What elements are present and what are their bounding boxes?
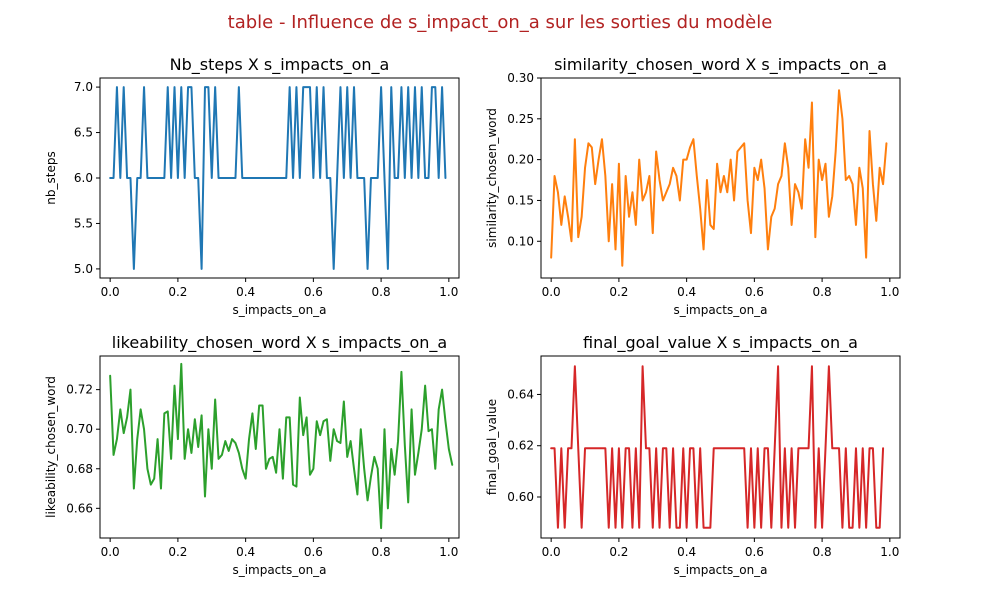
- x-tick-label: 0.8: [813, 285, 832, 299]
- y-tick-label: 5.0: [74, 262, 93, 276]
- series-line: [550, 89, 888, 267]
- y-tick-label: 0.72: [66, 383, 93, 397]
- x-tick-label: 0.8: [813, 545, 832, 559]
- y-axis-label: likeability_chosen_word: [44, 376, 58, 518]
- y-tick-label: 6.0: [74, 171, 93, 185]
- y-tick-label: 0.20: [507, 153, 534, 167]
- subplot-title: Nb_steps X s_impacts_on_a: [170, 55, 390, 75]
- y-tick-label: 0.10: [507, 234, 534, 248]
- y-tick-label: 0.70: [66, 422, 93, 436]
- series-line: [550, 365, 885, 529]
- plot-frame: [540, 355, 901, 539]
- x-tick-label: 0.0: [542, 545, 561, 559]
- subplot-similarity-chosen-word: 0.0 0.2 0.4 0.6 0.8 1.0 0.10 0.15 0.20 0.25 0.30 si…: [485, 55, 901, 317]
- x-tick-label: 0.6: [745, 545, 764, 559]
- x-tick-label: 0.2: [168, 285, 187, 299]
- subplot-title: similarity_chosen_word X s_impacts_on_a: [554, 55, 887, 75]
- y-tick-label: 0.66: [66, 501, 93, 515]
- x-tick-label: 1.0: [439, 545, 458, 559]
- x-tick-label: 0.8: [372, 545, 391, 559]
- x-axis-label: s_impacts_on_a: [673, 303, 767, 317]
- x-tick-label: 1.0: [880, 285, 899, 299]
- y-tick-label: 0.64: [507, 387, 534, 401]
- x-tick-label: 0.8: [372, 285, 391, 299]
- series-line: [109, 362, 454, 530]
- subplot-title: final_goal_value X s_impacts_on_a: [583, 333, 858, 353]
- subplot-title: likeability_chosen_word X s_impacts_on_a: [112, 333, 447, 353]
- y-tick-label: 6.5: [74, 126, 93, 140]
- x-tick-label: 0.4: [677, 285, 696, 299]
- y-tick-label: 5.5: [74, 216, 93, 230]
- y-tick-label: 0.25: [507, 112, 534, 126]
- x-tick-label: 0.2: [609, 285, 628, 299]
- x-tick-label: 1.0: [439, 285, 458, 299]
- y-axis-label: similarity_chosen_word: [485, 108, 499, 248]
- x-tick-label: 1.0: [880, 545, 899, 559]
- y-axis-label: nb_steps: [44, 151, 58, 204]
- x-tick-label: 0.4: [677, 545, 696, 559]
- x-tick-label: 0.6: [304, 285, 323, 299]
- subplot-final-goal-value: 0.0 0.2 0.4 0.6 0.8 1.0 0.60 0.62 0.64 final_goal…: [485, 333, 901, 577]
- x-tick-label: 0.6: [304, 545, 323, 559]
- subplot-likeability-chosen-word: 0.0 0.2 0.4 0.6 0.8 1.0 0.66 0.68 0.70 0.72 likeab…: [44, 333, 460, 577]
- x-tick-label: 0.2: [168, 545, 187, 559]
- series-line: [109, 86, 447, 270]
- y-tick-label: 0.60: [507, 490, 534, 504]
- y-tick-label: 7.0: [74, 80, 93, 94]
- x-axis-label: s_impacts_on_a: [232, 303, 326, 317]
- y-tick-label: 0.68: [66, 462, 93, 476]
- x-tick-label: 0.0: [101, 285, 120, 299]
- y-tick-label: 0.62: [507, 439, 534, 453]
- x-tick-label: 0.6: [745, 285, 764, 299]
- x-axis-label: s_impacts_on_a: [673, 563, 767, 577]
- x-tick-label: 0.4: [236, 545, 255, 559]
- y-axis-label: final_goal_value: [485, 399, 499, 495]
- figure-suptitle: table - Influence de s_impact_on_a sur l…: [228, 12, 773, 33]
- x-tick-label: 0.0: [101, 545, 120, 559]
- x-axis-label: s_impacts_on_a: [232, 563, 326, 577]
- x-tick-label: 0.4: [236, 285, 255, 299]
- y-tick-label: 0.30: [507, 71, 534, 85]
- x-tick-label: 0.2: [609, 545, 628, 559]
- plot-frame: [540, 77, 901, 279]
- plot-frame: [99, 355, 460, 539]
- x-tick-label: 0.0: [542, 285, 561, 299]
- subplot-nb-steps: 0.0 0.2 0.4 0.6 0.8 1.0 5.0 5.5 6.0 6.5 7.0 Nb_step…: [44, 55, 460, 317]
- y-tick-label: 0.15: [507, 193, 534, 207]
